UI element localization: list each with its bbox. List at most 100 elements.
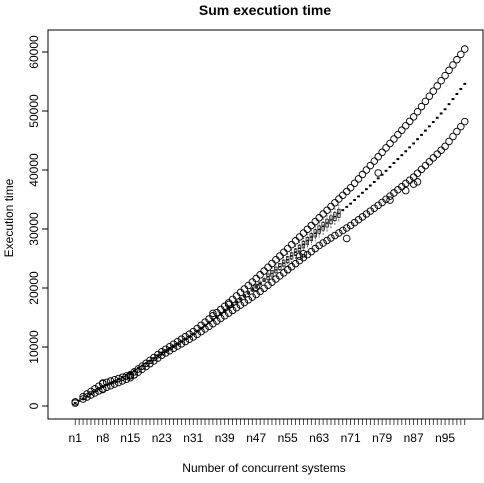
outlier-point <box>437 77 445 85</box>
outlier-point <box>295 233 304 241</box>
outlier-point <box>134 368 142 376</box>
outliers-group <box>71 45 469 407</box>
outlier-point <box>335 229 343 237</box>
y-tick-label: 60000 <box>27 35 41 69</box>
outlier-point <box>98 379 107 387</box>
outlier-point <box>240 285 249 293</box>
outlier-point <box>461 45 469 53</box>
outlier-point <box>386 139 394 148</box>
outlier-point <box>114 374 123 383</box>
outlier-point <box>331 231 339 240</box>
outlier-point <box>272 256 280 264</box>
outlier-point <box>268 259 276 268</box>
outlier-point <box>232 304 241 312</box>
y-tick-label: 30000 <box>27 212 41 246</box>
outlier-point <box>87 387 95 396</box>
outlier-point <box>260 267 268 275</box>
outlier-point <box>197 327 205 336</box>
outlier-point <box>401 121 410 130</box>
x-tick-label: n79 <box>372 431 392 445</box>
outlier-point <box>291 237 300 245</box>
outlier-point <box>425 157 434 166</box>
outlier-point <box>342 224 351 232</box>
outlier-point <box>193 330 201 339</box>
outlier-point <box>173 342 182 350</box>
outlier-point <box>79 395 87 403</box>
outlier-point <box>201 325 209 333</box>
outlier-point <box>185 330 194 338</box>
y-tick-label: 50000 <box>27 94 41 128</box>
outlier-point <box>106 381 115 390</box>
outlier-point <box>79 392 87 401</box>
x-tick-label: n87 <box>404 431 424 445</box>
outlier-point <box>413 178 422 186</box>
outlier-point <box>177 335 186 343</box>
outlier-point <box>429 87 438 95</box>
outlier-point <box>126 372 135 380</box>
y-axis: 0 10000 20000 30000 40000 50000 60000 <box>27 35 48 409</box>
outlier-point <box>299 250 308 258</box>
outlier-point <box>319 239 327 247</box>
outlier-point <box>445 137 453 146</box>
outlier-point <box>461 117 469 126</box>
outlier-point <box>283 244 292 253</box>
outlier-point <box>295 252 304 260</box>
outlier-point <box>181 332 190 341</box>
outlier-point <box>232 292 241 300</box>
outlier-point <box>453 127 461 136</box>
x-axis-label: Number of concurrent systems <box>182 461 345 475</box>
outlier-point <box>307 221 316 230</box>
outlier-point <box>449 61 457 69</box>
outlier-point <box>315 214 323 222</box>
outlier-point <box>217 314 225 323</box>
outlier-point <box>236 288 245 297</box>
x-tick-label: n39 <box>215 431 235 445</box>
outlier-point <box>173 337 182 346</box>
outlier-point <box>118 377 127 385</box>
outlier-point <box>185 335 194 344</box>
y-tick-label: 0 <box>27 402 41 409</box>
outlier-point <box>437 146 445 154</box>
outlier-point <box>224 309 233 317</box>
y-tick-label: 10000 <box>27 330 41 364</box>
outlier-point <box>256 271 264 279</box>
outlier-point <box>138 365 146 374</box>
outlier-point <box>319 210 327 218</box>
outlier-point <box>346 183 355 192</box>
outlier-point <box>350 179 359 188</box>
x-tick-label: n15 <box>120 431 140 445</box>
outlier-point <box>252 274 260 283</box>
outlier-point <box>165 346 174 355</box>
outlier-point <box>287 240 296 249</box>
outlier-point <box>299 229 308 237</box>
outlier-point <box>327 202 335 211</box>
y-tick-label: 20000 <box>27 271 41 305</box>
outlier-point <box>445 66 453 75</box>
outlier-point <box>417 102 426 111</box>
outlier-point <box>413 169 422 177</box>
outlier-point <box>366 161 375 170</box>
outlier-point <box>315 241 323 250</box>
outlier-point <box>378 148 386 157</box>
outlier-point <box>220 311 229 320</box>
outlier-point <box>252 283 260 292</box>
outlier-point <box>240 298 249 307</box>
outlier-point <box>433 150 441 158</box>
outlier-point <box>130 370 138 379</box>
outlier-point <box>146 359 154 368</box>
outlier-point <box>83 393 91 401</box>
outlier-point <box>342 187 351 196</box>
outlier-point <box>177 340 186 348</box>
outlier-point <box>421 97 430 106</box>
outlier-point <box>244 281 253 290</box>
outlier-point <box>421 161 430 170</box>
x-tick-label: n55 <box>278 431 298 445</box>
outlier-point <box>394 130 402 139</box>
outlier-point <box>413 107 422 116</box>
outlier-point <box>114 378 123 387</box>
outlier-point <box>429 154 438 162</box>
boxes-group <box>73 82 467 405</box>
outlier-point <box>102 383 111 392</box>
